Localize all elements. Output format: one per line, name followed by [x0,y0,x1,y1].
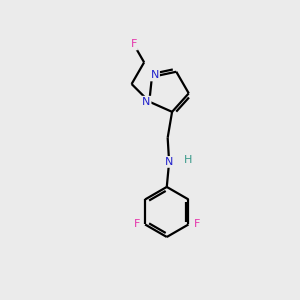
Text: F: F [134,220,140,230]
Text: F: F [194,220,200,230]
Text: N: N [151,70,159,80]
Text: H: H [184,155,193,165]
Text: N: N [142,97,151,107]
Text: N: N [165,157,173,167]
Text: F: F [130,40,137,50]
